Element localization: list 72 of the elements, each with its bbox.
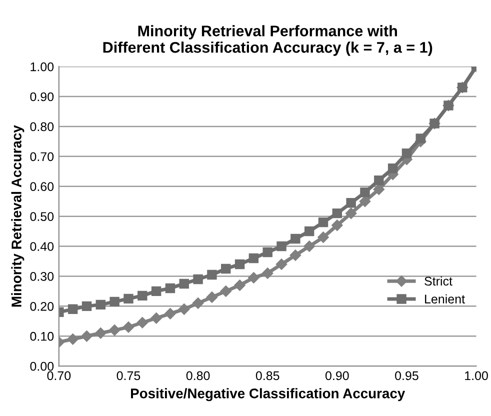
y-tick-label: 1.00 <box>30 62 54 72</box>
point <box>138 290 148 301</box>
point <box>304 240 315 252</box>
x-tick-label: 0.80 <box>186 371 210 380</box>
point <box>318 232 329 243</box>
point <box>165 283 176 294</box>
point <box>81 330 92 342</box>
y-tick-label: 0.20 <box>30 302 54 311</box>
point <box>276 258 288 270</box>
point <box>360 187 370 198</box>
legend-label: Strict <box>424 276 452 286</box>
point <box>206 292 218 303</box>
y-tick-label: 0.30 <box>30 272 54 281</box>
point <box>262 247 272 258</box>
point <box>346 198 356 208</box>
x-tick-label: 0.95 <box>395 371 418 380</box>
point <box>150 312 162 324</box>
point <box>108 324 120 336</box>
y-tick-label: 0.40 <box>30 242 54 251</box>
point <box>416 134 426 144</box>
point <box>193 274 203 284</box>
point <box>221 264 231 274</box>
point <box>359 196 371 207</box>
point <box>248 253 259 264</box>
point <box>67 334 78 345</box>
point <box>262 268 274 279</box>
y-tick-label: 0.70 <box>30 152 54 162</box>
y-tick-label: 0.90 <box>30 92 54 102</box>
point <box>234 259 245 270</box>
point <box>68 304 78 314</box>
point <box>276 241 286 252</box>
x-tick-label: 0.90 <box>325 371 349 380</box>
point <box>122 322 134 333</box>
point <box>373 184 384 195</box>
point <box>95 328 106 339</box>
point <box>374 176 384 186</box>
y-tick-label: 0.80 <box>30 122 54 132</box>
y-tick-label: 0.60 <box>30 182 54 192</box>
x-tick-label: 1.00 <box>465 371 488 380</box>
point <box>388 164 398 174</box>
point <box>345 208 357 219</box>
x-tick-label: 0.70 <box>47 371 71 380</box>
point <box>248 272 260 284</box>
point <box>179 278 189 289</box>
chart-title: Minority Retrieval Performance with Different Classification Accuracy (k = 7, a = 1) <box>103 25 432 56</box>
point <box>332 208 342 218</box>
point <box>318 217 328 228</box>
point <box>164 308 176 320</box>
point <box>234 280 246 291</box>
x-tick-label: 0.85 <box>256 371 280 380</box>
y-tick-label: 0.50 <box>30 212 54 221</box>
point <box>110 296 120 307</box>
legend-label: Lenient <box>425 294 465 304</box>
point <box>290 250 302 261</box>
point <box>290 234 300 244</box>
point <box>332 220 343 231</box>
point <box>220 286 232 297</box>
y-tick-label: 0.00 <box>30 362 54 371</box>
point <box>96 300 106 310</box>
point <box>178 304 190 315</box>
y-axis-title: Minority Retrieval Accuracy <box>11 125 24 307</box>
point <box>207 270 217 280</box>
point <box>82 301 92 312</box>
x-axis-title: Positive/Negative Classification Accuracy <box>131 388 406 402</box>
point <box>304 226 314 236</box>
y-tick-label: 0.10 <box>30 332 54 341</box>
point <box>136 317 148 328</box>
point <box>192 298 204 309</box>
x-tick-label: 0.75 <box>116 371 140 380</box>
point <box>151 286 162 296</box>
point <box>124 294 134 304</box>
point <box>402 148 412 158</box>
